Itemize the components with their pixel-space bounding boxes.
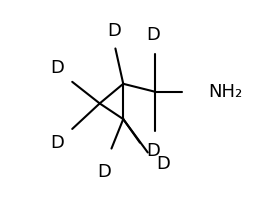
Text: D: D (147, 26, 160, 44)
Text: D: D (107, 22, 121, 40)
Text: D: D (51, 59, 64, 77)
Text: D: D (156, 155, 171, 173)
Text: D: D (51, 134, 64, 152)
Text: D: D (98, 163, 112, 181)
Text: D: D (147, 141, 160, 160)
Text: NH₂: NH₂ (209, 83, 243, 101)
